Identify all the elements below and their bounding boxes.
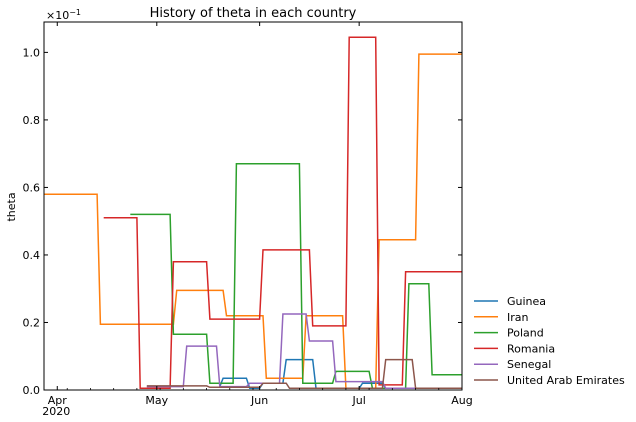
x-tick-label: Apr [48, 394, 68, 407]
y-tick-label: 0.8 [23, 114, 41, 127]
y-axis-label: theta [5, 192, 18, 221]
y-multiplier-base: ×10 [46, 9, 69, 22]
x-tick-label: Aug [451, 394, 472, 407]
legend-label: Iran [507, 311, 529, 324]
y-tick-label: 1.0 [23, 46, 41, 59]
y-multiplier-exponent: −1 [69, 8, 81, 17]
y-tick-label: 0.2 [23, 316, 41, 329]
x-tick-label: Jun [250, 394, 268, 407]
chart-title: History of theta in each country [150, 6, 357, 21]
legend: Guinea Iran Poland Romania Senegal United Ara… [474, 295, 625, 387]
y-multiplier: ×10−1 [46, 8, 81, 22]
y-tick-label: 0.0 [23, 384, 41, 397]
series-line-romania [103, 36, 462, 390]
plot-frame [43, 21, 463, 391]
legend-label: Romania [507, 342, 555, 355]
x-tick-sublabel: 2020 [42, 405, 70, 418]
x-tick-label: Jul [352, 394, 366, 407]
x-tick-label: May [145, 394, 168, 407]
y-axis-ticks: 0.0 0.2 0.4 0.6 0.8 1.0 [23, 46, 462, 397]
plot-lines [44, 36, 462, 390]
series-line-poland [130, 163, 462, 390]
legend-label: Poland [507, 327, 544, 340]
series-line-guinea [219, 358, 462, 390]
series-line-iran [44, 53, 462, 390]
legend-label: United Arab Emirates [507, 374, 625, 387]
y-tick-label: 0.6 [23, 181, 41, 194]
series-line-united-arab-emirates [146, 358, 462, 390]
y-tick-label: 0.4 [23, 249, 41, 262]
legend-label: Guinea [507, 295, 546, 308]
legend-label: Senegal [507, 358, 551, 371]
series-line-senegal [146, 313, 462, 390]
